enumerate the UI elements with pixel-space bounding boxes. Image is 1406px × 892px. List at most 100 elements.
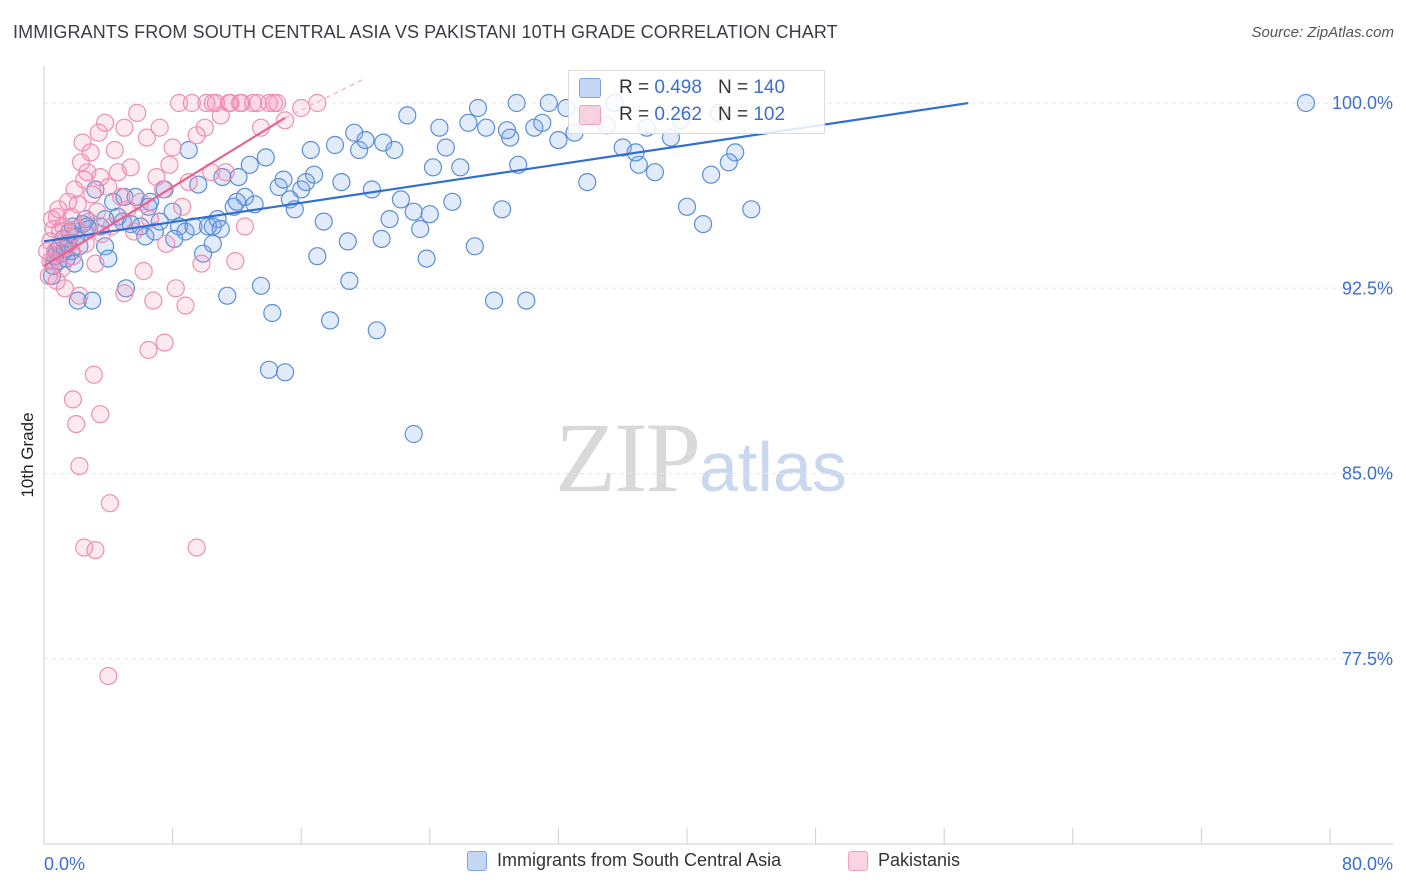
point-immigrants: [497, 121, 517, 140]
point-pakistanis: [134, 261, 153, 281]
point-immigrants: [533, 113, 552, 132]
source-label[interactable]: Source: ZipAtlas.com: [1251, 24, 1394, 41]
point-immigrants: [308, 247, 327, 266]
point-pakistanis: [70, 457, 89, 476]
watermark: ZIPatlas: [555, 400, 847, 515]
point-immigrants: [404, 424, 423, 444]
point-immigrants: [693, 215, 713, 234]
point-immigrants: [420, 205, 439, 224]
point-pakistanis: [86, 540, 105, 560]
point-pakistanis: [187, 538, 206, 557]
point-pakistanis: [195, 118, 214, 137]
point-pakistanis: [55, 279, 75, 298]
point-immigrants: [372, 229, 391, 248]
stats-row-blue: R = 0.498 N = 140: [579, 75, 785, 101]
legend-label: Immigrants from South Central Asia: [497, 850, 782, 870]
legend-item-pakistanis[interactable]: Pakistanis: [848, 850, 960, 871]
point-immigrants: [213, 168, 232, 187]
chart-title: IMMIGRANTS FROM SOUTH CENTRAL ASIA VS PA…: [13, 22, 838, 42]
point-pakistanis: [235, 217, 254, 236]
point-immigrants: [251, 276, 271, 295]
point-pakistanis: [232, 93, 251, 113]
legend-swatch-blue: [467, 850, 487, 871]
point-immigrants: [468, 98, 488, 118]
point-immigrants: [493, 200, 512, 219]
point-pakistanis: [105, 140, 124, 160]
point-pakistanis: [226, 252, 245, 271]
stats-r-value: 0.262: [654, 104, 702, 125]
point-immigrants: [385, 140, 404, 160]
point-immigrants: [398, 106, 417, 125]
stats-swatch-pink: [579, 105, 601, 125]
point-immigrants: [430, 118, 449, 137]
point-immigrants: [719, 153, 738, 172]
point-pakistanis: [128, 103, 147, 123]
point-pakistanis: [83, 185, 102, 204]
point-pakistanis: [99, 177, 118, 197]
point-pakistanis: [192, 254, 211, 273]
point-pakistanis: [248, 93, 267, 113]
point-immigrants: [507, 93, 526, 113]
point-immigrants: [211, 219, 230, 239]
point-pakistanis: [68, 195, 87, 214]
point-pakistanis: [197, 93, 216, 113]
point-pakistanis: [144, 291, 163, 310]
point-pakistanis: [75, 538, 94, 557]
point-immigrants: [701, 165, 721, 184]
stats-swatch-blue: [579, 78, 601, 98]
stats-n-label: N =: [717, 77, 749, 98]
point-pakistanis: [52, 259, 71, 278]
point-pakistanis: [67, 415, 86, 434]
point-pakistanis: [86, 254, 105, 273]
point-immigrants: [256, 148, 275, 167]
point-pakistanis: [182, 93, 201, 113]
point-pakistanis: [65, 180, 84, 199]
stats-r-label: R =: [619, 77, 650, 98]
point-immigrants: [76, 210, 95, 229]
stats-row-pink: R = 0.262 N = 102: [579, 102, 785, 128]
point-pakistanis: [216, 163, 235, 182]
point-immigrants: [465, 237, 484, 256]
point-pakistanis: [160, 155, 179, 174]
point-immigrants: [645, 163, 665, 182]
point-immigrants: [485, 291, 504, 310]
point-immigrants: [517, 291, 536, 310]
point-immigrants: [726, 143, 745, 162]
point-pakistanis: [84, 365, 103, 384]
point-pakistanis: [203, 93, 222, 113]
point-pakistanis: [292, 98, 311, 118]
point-pakistanis: [47, 207, 67, 226]
point-pakistanis: [139, 340, 158, 360]
point-immigrants: [345, 123, 364, 142]
point-pakistanis: [70, 286, 89, 305]
point-pakistanis: [150, 118, 169, 137]
stats-r-label: R =: [619, 104, 650, 125]
point-pakistanis: [173, 197, 192, 216]
point-immigrants: [362, 180, 381, 199]
legend-label: Pakistanis: [878, 850, 961, 870]
point-pakistanis: [137, 128, 156, 147]
point-pakistanis: [115, 284, 134, 303]
point-immigrants: [443, 192, 462, 211]
point-immigrants: [340, 271, 359, 290]
point-pakistanis: [100, 494, 120, 513]
point-immigrants: [356, 131, 375, 150]
point-immigrants: [350, 140, 369, 160]
point-pakistanis: [163, 138, 182, 157]
point-immigrants: [218, 286, 237, 305]
point-immigrants: [380, 210, 399, 229]
point-immigrants: [417, 249, 436, 268]
point-immigrants: [477, 118, 496, 137]
point-immigrants: [332, 173, 351, 192]
point-immigrants: [240, 155, 259, 174]
point-immigrants: [367, 321, 386, 340]
point-pakistanis: [71, 153, 91, 172]
y-tick-label: 77.5%: [1342, 649, 1393, 669]
stats-r-value: 0.498: [654, 77, 702, 98]
legend-item-immigrants[interactable]: Immigrants from South Central Asia: [467, 850, 781, 871]
point-pakistanis: [87, 202, 107, 221]
point-pakistanis: [219, 93, 238, 113]
point-immigrants: [305, 165, 324, 184]
watermark-atlas: atlas: [699, 428, 847, 506]
